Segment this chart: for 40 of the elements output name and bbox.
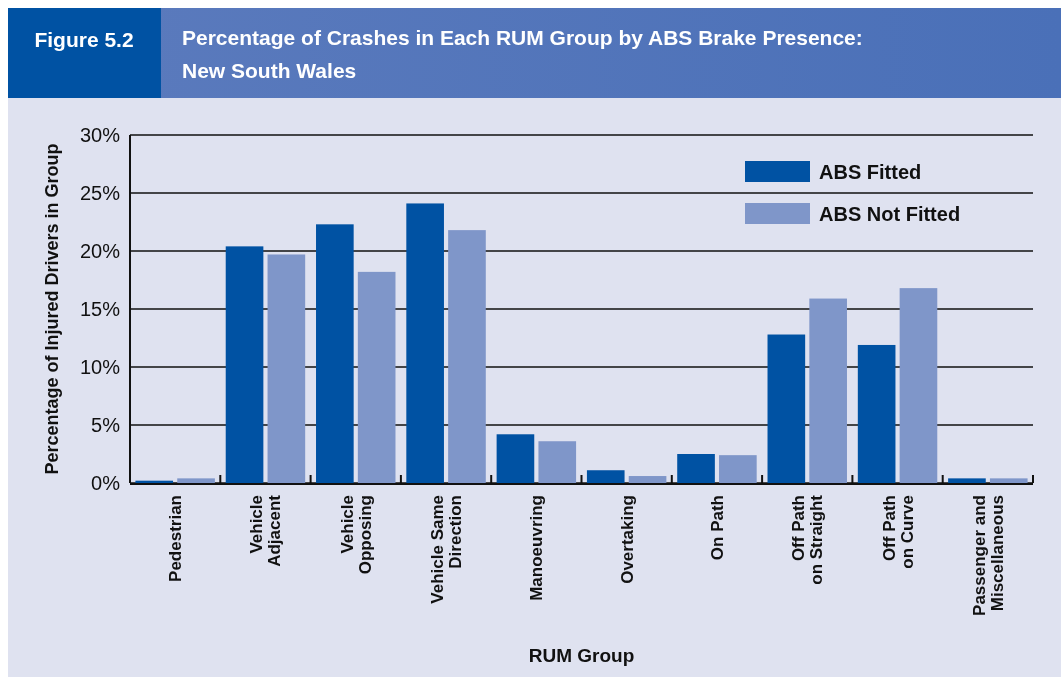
x-tick-label: Off Path on Straight bbox=[789, 494, 827, 585]
bar bbox=[586, 470, 625, 483]
y-axis-title: Percentage of Injured Drivers in Group bbox=[42, 143, 62, 475]
x-tick-label: Overtaking bbox=[617, 495, 637, 584]
bar bbox=[225, 246, 264, 483]
bar bbox=[448, 230, 486, 483]
legend-label: ABS Not Fitted bbox=[819, 203, 961, 225]
legend-label: ABS Fitted bbox=[819, 161, 922, 183]
y-tick-label: 20% bbox=[79, 240, 121, 262]
bar bbox=[357, 271, 396, 483]
bar bbox=[809, 298, 847, 483]
x-tick-label: Vehicle Opposing bbox=[337, 495, 375, 575]
bar bbox=[719, 455, 757, 483]
chart-title: Percentage of Crashes in Each RUM Group by ABS Brake Presence: New South Wales bbox=[182, 26, 863, 82]
bar bbox=[406, 203, 444, 483]
bar bbox=[989, 478, 1028, 483]
bar bbox=[948, 478, 986, 483]
x-tick-label: Manoeuvring bbox=[527, 495, 547, 601]
bar bbox=[538, 441, 577, 483]
x-tick-label: Vehicle Same Direction bbox=[428, 495, 466, 604]
bar bbox=[677, 454, 715, 483]
y-tick-label: 30% bbox=[79, 124, 121, 146]
y-tick-label: 0% bbox=[91, 472, 121, 494]
bar bbox=[177, 478, 215, 483]
bar bbox=[496, 434, 535, 483]
bar bbox=[857, 344, 896, 483]
y-tick-label: 25% bbox=[79, 182, 121, 204]
x-tick-label: On Path bbox=[707, 495, 727, 561]
x-tick-label: Pedestrian bbox=[166, 495, 186, 582]
bar bbox=[267, 254, 306, 483]
bar bbox=[767, 334, 806, 483]
y-tick-label: 15% bbox=[79, 298, 121, 320]
y-tick-label: 5% bbox=[91, 414, 121, 436]
caption: Figure 5.2 bbox=[34, 28, 134, 51]
y-tick-label: 10% bbox=[79, 356, 121, 378]
x-axis-title: RUM Group bbox=[528, 645, 635, 666]
x-tick-label: Vehicle Adjacent bbox=[247, 494, 285, 567]
bar bbox=[316, 224, 354, 483]
bar bbox=[899, 288, 938, 483]
bar bbox=[628, 476, 667, 483]
